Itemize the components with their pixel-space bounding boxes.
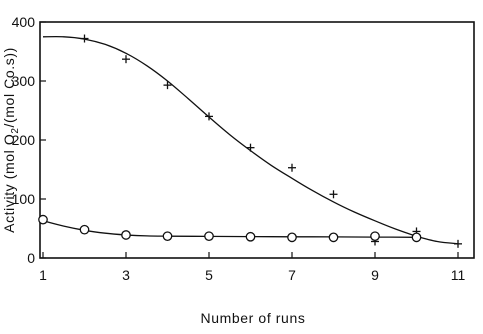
plus-marker	[163, 81, 172, 90]
plot-frame	[39, 21, 475, 259]
plus-marker	[288, 163, 296, 172]
circle-marker	[204, 231, 214, 242]
circle-marker	[287, 232, 297, 243]
plus-marker	[205, 112, 213, 121]
x-tick-label: 1	[39, 267, 47, 283]
x-tick-label: 9	[371, 267, 379, 283]
plus-marker	[122, 55, 130, 64]
circle-marker	[162, 231, 173, 242]
plus-marker	[454, 239, 462, 248]
circle-marker	[79, 224, 90, 235]
x-tick-label: 3	[122, 267, 130, 283]
y-axis-title-main: Activity (mol O	[1, 134, 17, 233]
series-1-fit-curve	[42, 35, 459, 245]
x-tick-label: 5	[205, 267, 213, 283]
y-tick-label: 400	[12, 14, 36, 30]
circle-marker	[245, 231, 256, 242]
data-markers	[38, 34, 462, 248]
y-axis-title-tail: /(mol Co.s))	[1, 47, 17, 127]
circle-marker	[121, 230, 131, 240]
plus-marker	[246, 143, 255, 152]
circle-marker	[328, 232, 339, 243]
y-tick-label: 100	[12, 191, 36, 207]
plus-marker	[329, 190, 338, 199]
x-tick-label: 11	[451, 267, 466, 283]
x-axis-ticks: 1 3 5 7 9 11	[39, 252, 465, 283]
x-axis-title: Number of runs	[201, 310, 306, 326]
circle-marker	[370, 231, 380, 242]
y-axis-title: Activity (mol O2/(mol Co.s))	[1, 47, 21, 233]
y-axis-title-subscript: 2	[10, 127, 21, 133]
y-tick-label: 200	[12, 132, 36, 148]
y-axis-ticks: 0 100 200 300 400	[12, 14, 46, 266]
y-tick-label: 0	[27, 250, 35, 266]
circle-marker	[411, 232, 422, 243]
x-tick-label: 7	[288, 267, 296, 283]
plus-marker	[80, 34, 89, 43]
circle-marker	[38, 214, 48, 225]
fit-curves	[42, 35, 459, 245]
y-tick-label: 300	[12, 73, 36, 89]
series-2-fit-curve	[42, 220, 417, 238]
